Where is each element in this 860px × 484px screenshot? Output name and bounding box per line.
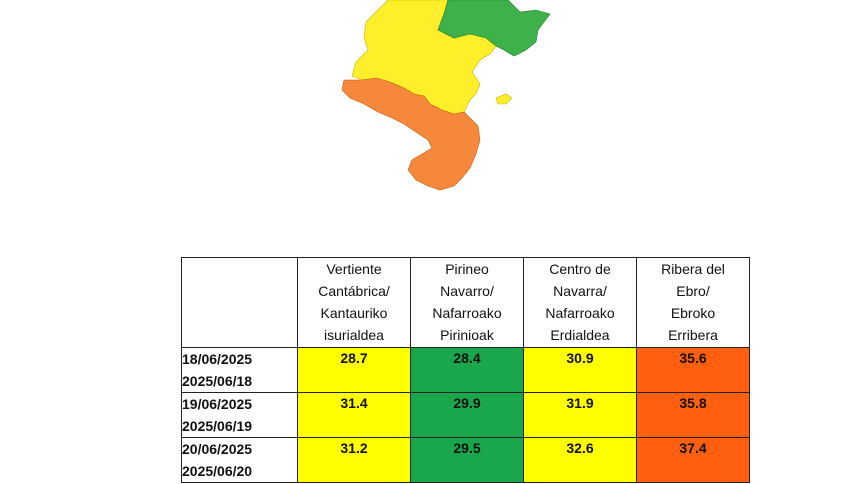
date-cell: 18/06/2025 2025/06/18 [181,347,298,393]
temperature-cell: 29.9 [410,392,524,438]
temperature-cell: 31.9 [523,392,637,438]
date-es: 20/06/2025 [182,441,253,457]
temperature-cell: 28.4 [410,347,524,393]
temperature-cell: 29.5 [410,437,524,483]
column-header-line: Vertiente [326,261,382,277]
table-row: 19/06/2025 2025/06/19 31.4 29.9 31.9 35.… [181,392,750,438]
temperature-cell: 30.9 [523,347,637,393]
map-region-north-east [437,0,551,57]
temperature-cell: 37.4 [636,437,750,483]
column-header-line: Pirineo [445,261,489,277]
temperature-cell: 31.4 [297,392,411,438]
column-header-vertiente-cantabrica: Vertiente Cantábrica/ Kantauriko isurial… [297,257,411,348]
table-row: 20/06/2025 2025/06/20 31.2 29.5 32.6 37.… [181,437,750,483]
column-header-ribera-ebro: Ribera del Ebro/ Ebroko Erribera [636,257,750,348]
date-es: 18/06/2025 [182,351,253,367]
column-header-line: Pirinioak [440,327,494,343]
date-eu: 2025/06/18 [182,373,253,389]
column-header-line: Navarro/ [440,283,494,299]
table-header-row: Vertiente Cantábrica/ Kantauriko isurial… [181,257,750,348]
map-enclave [495,93,513,105]
column-header-line: Cantábrica/ [318,283,390,299]
temperature-cell: 31.2 [297,437,411,483]
column-header-line: Erdialdea [550,327,610,343]
date-eu: 2025/06/19 [182,418,253,434]
date-cell: 20/06/2025 2025/06/20 [181,437,298,483]
column-header-line: Nafarroako [432,305,502,321]
temperature-cell: 35.6 [636,347,750,393]
map-region-south [341,77,481,191]
column-header-line: isurialdea [324,327,384,343]
column-header-centro-navarra: Centro de Navarra/ Nafarroako Erdialdea [523,257,637,348]
column-header-line: Erribera [668,327,718,343]
temperature-cell: 32.6 [523,437,637,483]
temperature-table: Vertiente Cantábrica/ Kantauriko isurial… [181,257,750,483]
table-row: 18/06/2025 2025/06/18 28.7 28.4 30.9 35.… [181,347,750,393]
table-corner-cell [181,257,298,348]
date-eu: 2025/06/20 [182,463,253,479]
column-header-line: Centro de [549,261,611,277]
column-header-line: Navarra/ [553,283,607,299]
column-header-pirineo-navarro: Pirineo Navarro/ Nafarroako Pirinioak [410,257,524,348]
column-header-line: Kantauriko [320,305,388,321]
column-header-line: Ribera del [661,261,725,277]
temperature-cell: 35.8 [636,392,750,438]
column-header-line: Ebro/ [676,283,710,299]
temperature-cell: 28.7 [297,347,411,393]
column-header-line: Ebroko [670,305,716,321]
date-es: 19/06/2025 [182,396,253,412]
navarra-map [330,0,560,195]
date-cell: 19/06/2025 2025/06/19 [181,392,298,438]
column-header-line: Nafarroako [545,305,615,321]
